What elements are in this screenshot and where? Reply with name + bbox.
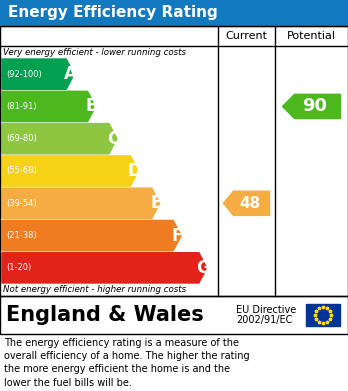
Polygon shape (2, 221, 181, 251)
Polygon shape (283, 94, 340, 118)
Polygon shape (223, 191, 269, 215)
Text: D: D (127, 162, 141, 180)
Text: England & Wales: England & Wales (6, 305, 204, 325)
Text: C: C (107, 130, 119, 148)
Polygon shape (2, 124, 117, 154)
Text: (69-80): (69-80) (6, 134, 37, 143)
Text: The energy efficiency rating is a measure of the
overall efficiency of a home. T: The energy efficiency rating is a measur… (4, 338, 250, 387)
Bar (306, 304, 340, 326)
Polygon shape (2, 156, 139, 186)
Polygon shape (2, 188, 160, 219)
Text: Potential: Potential (287, 31, 336, 41)
Text: Not energy efficient - higher running costs: Not energy efficient - higher running co… (3, 285, 186, 294)
Text: A: A (64, 65, 77, 83)
Text: Energy Efficiency Rating: Energy Efficiency Rating (8, 5, 218, 20)
Text: (81-91): (81-91) (6, 102, 37, 111)
Text: 48: 48 (239, 196, 260, 211)
Text: F: F (172, 226, 183, 245)
Bar (0, 26, 348, 296)
Text: Very energy efficient - lower running costs: Very energy efficient - lower running co… (3, 48, 186, 57)
Text: (92-100): (92-100) (6, 70, 42, 79)
Text: B: B (85, 97, 98, 115)
Bar (0, 0, 348, 26)
Text: 90: 90 (302, 97, 327, 115)
Text: (21-38): (21-38) (6, 231, 37, 240)
Text: 2002/91/EC: 2002/91/EC (236, 315, 292, 325)
Text: Current: Current (226, 31, 268, 41)
Text: (55-68): (55-68) (6, 167, 37, 176)
Polygon shape (2, 253, 207, 283)
Bar (0, 296, 348, 334)
Text: G: G (196, 259, 210, 277)
Polygon shape (2, 91, 96, 122)
Text: (1-20): (1-20) (6, 264, 31, 273)
Text: EU Directive: EU Directive (236, 305, 296, 315)
Text: E: E (150, 194, 161, 212)
Polygon shape (2, 59, 74, 89)
Text: (39-54): (39-54) (6, 199, 37, 208)
